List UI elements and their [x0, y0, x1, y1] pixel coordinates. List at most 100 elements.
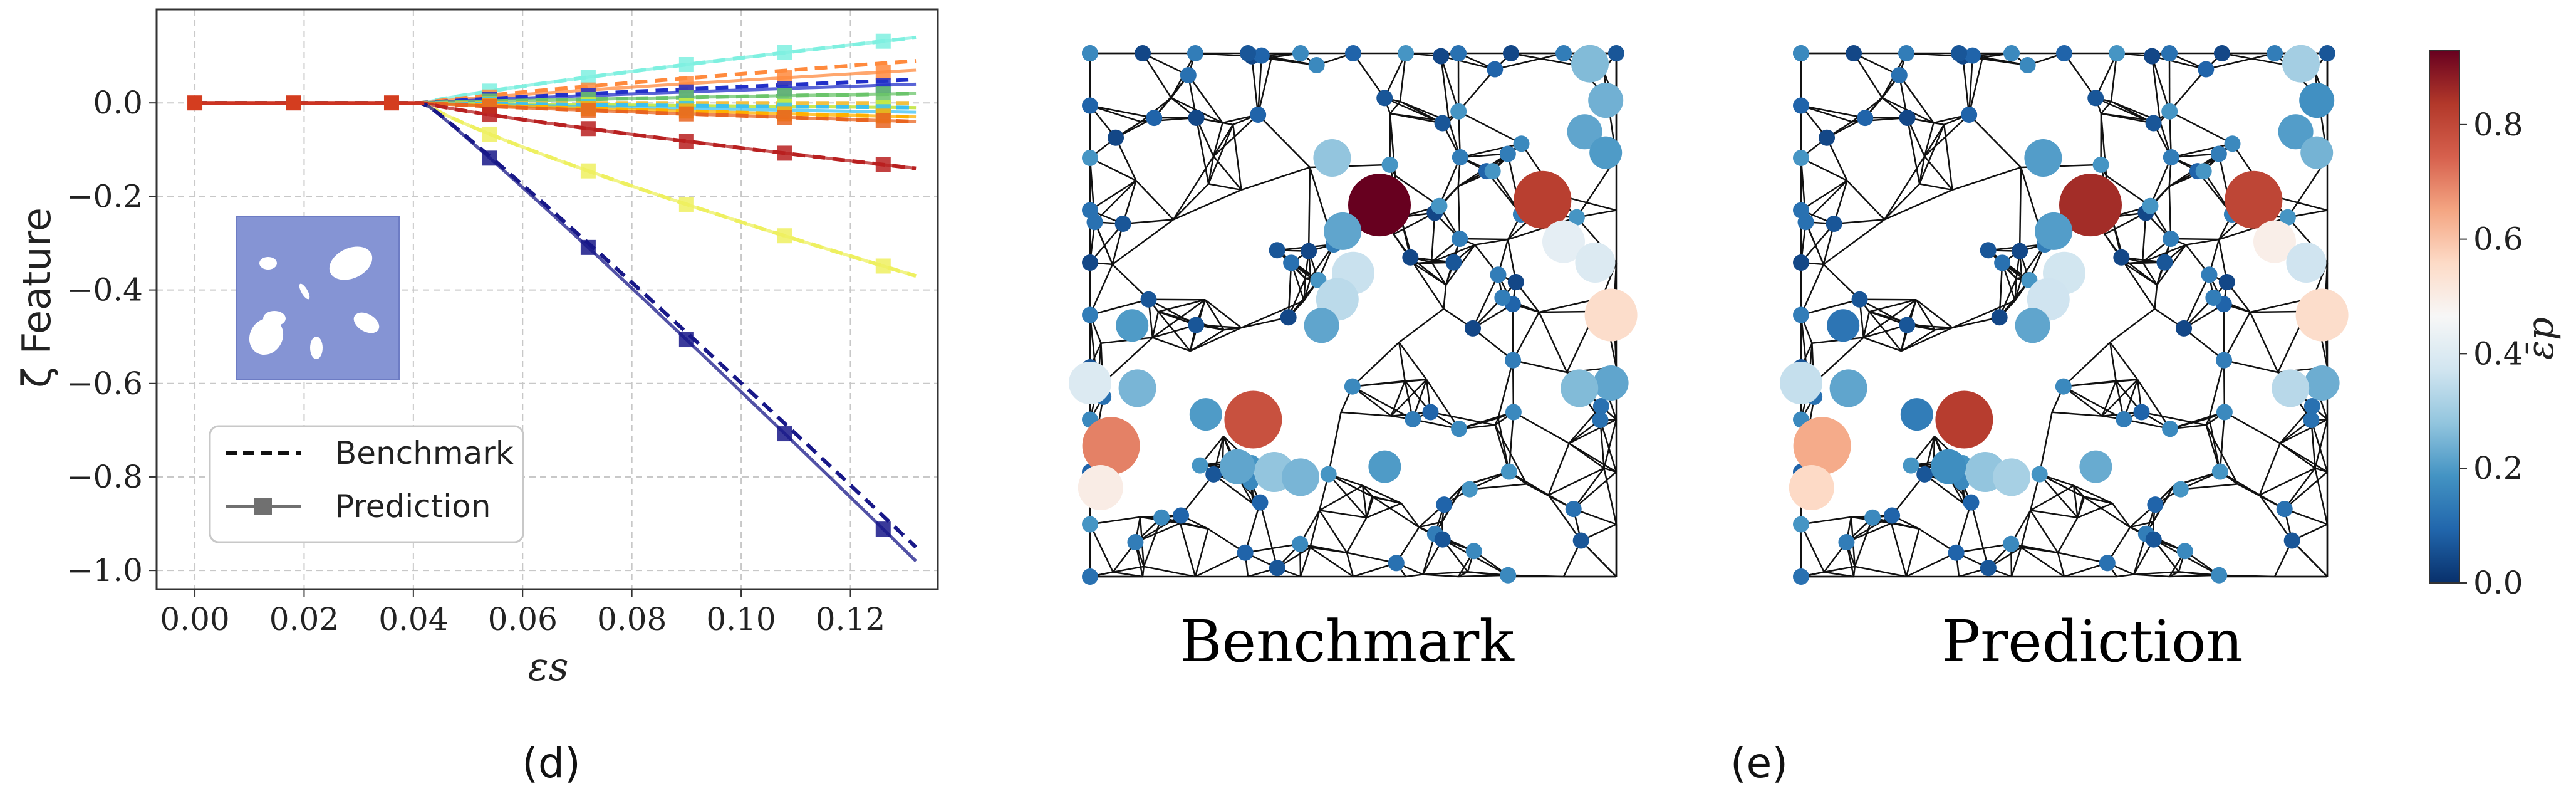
graph-node [1857, 110, 1874, 127]
graph-edge [1800, 105, 1852, 123]
graph-edge [1398, 342, 1428, 380]
graph-edge [1513, 411, 1570, 444]
graph-edge [1327, 473, 1368, 518]
y-tick-labels: 0.0 −0.2 −0.4 −0.6 −0.8 −1.0 [67, 85, 143, 589]
graph-node [2210, 145, 2227, 162]
prediction-marker [875, 113, 891, 128]
graph-node [1304, 308, 1339, 343]
graph-edge [1918, 156, 1926, 184]
graph-node [1205, 466, 1222, 483]
graph-node [2319, 45, 2335, 61]
graph-edge [1352, 385, 1413, 421]
graph-edge [1891, 522, 1919, 530]
graph-edge [2063, 53, 2097, 99]
graph-node [1507, 274, 1524, 291]
prediction-marker [875, 157, 891, 172]
graph-node [2163, 230, 2179, 247]
graph-edge [2077, 502, 2113, 518]
graph-node [1082, 97, 1098, 114]
graph-edge [2106, 175, 2151, 207]
graph-node [2282, 45, 2320, 83]
graph-node [1864, 509, 1881, 526]
graph-edge [2030, 484, 2074, 511]
graph-node [1851, 291, 1868, 308]
graph-edge [1400, 503, 1420, 528]
graph-edge [2141, 212, 2147, 263]
graph-edge [1362, 484, 1374, 498]
graph-edge [2084, 496, 2131, 528]
graph-node [1082, 516, 1098, 533]
graph-panel-benchmark [1069, 45, 1638, 585]
graph-node [1465, 543, 1482, 560]
graph-edge [2020, 547, 2065, 578]
graph-node [1500, 567, 1517, 584]
graph-edge [1475, 238, 1509, 246]
graph-edge [2057, 552, 2065, 577]
x-tick-label: 0.04 [378, 601, 448, 637]
graph-edge [1580, 540, 1617, 577]
graph-edge [1951, 483, 1965, 505]
graph-node [1146, 110, 1163, 127]
graph-node [2092, 156, 2109, 173]
graph-node [2205, 289, 2222, 306]
graph-edge [1800, 516, 1852, 525]
graph-edge [1212, 122, 1223, 157]
graph-edge [1259, 502, 1279, 568]
graph-edge [1328, 473, 1374, 498]
graph-node [1153, 509, 1170, 526]
graph-node [2304, 365, 2340, 401]
graph-edge [2249, 312, 2279, 373]
graph-node [1935, 390, 1993, 449]
graph-edge [1257, 57, 1272, 115]
graph-edge [2183, 327, 2225, 361]
graph-edge [2014, 278, 2017, 301]
graph-edge [1418, 521, 1443, 528]
graph-edge [2063, 385, 2124, 421]
graph-edge [1135, 180, 1174, 221]
graph-edge [1472, 274, 1499, 329]
graph-node [2303, 411, 2320, 428]
graph-edge [1469, 483, 1527, 490]
graph-edge [1955, 502, 1972, 553]
x-tick-label: 0.02 [269, 601, 339, 637]
graph-edge [1362, 484, 1402, 505]
graph-edge [1497, 360, 1514, 419]
graph-node [1082, 417, 1140, 475]
graph-edge [2073, 484, 2113, 505]
graph-edge [2310, 419, 2329, 473]
graph-node [2216, 404, 2233, 421]
graph-edge [1398, 342, 1406, 381]
graph-node [2276, 501, 2293, 518]
graph-node [2214, 45, 2230, 61]
graph-edge [1152, 299, 1206, 338]
graph-edge [2280, 419, 2328, 444]
graph-node [2019, 57, 2036, 74]
prediction-marker [678, 106, 694, 122]
graph-edges [1089, 52, 1618, 578]
graph-node [1592, 411, 1609, 428]
graph-edge [1935, 327, 1953, 331]
y-tick-label: −0.4 [67, 272, 143, 308]
graph-edge [1208, 183, 1242, 191]
graph-node [1572, 532, 1589, 549]
graph-edge [2101, 379, 2139, 417]
graph-edge [2258, 495, 2293, 542]
graph-node [1082, 202, 1098, 219]
graph-node [2279, 209, 2296, 226]
graph-node [1127, 534, 1144, 551]
graph-edge [1457, 186, 1461, 239]
graph-node [1513, 135, 1530, 152]
benchmark-line [195, 35, 917, 105]
graph-node [1898, 45, 1914, 61]
graph-node [2056, 45, 2072, 61]
graph-edge [1307, 167, 1311, 251]
graph-edge [2183, 274, 2210, 329]
graph-edge [2101, 112, 2154, 124]
graph-node [2079, 450, 2112, 483]
graph-node [1961, 106, 1978, 123]
graph-nodes [1780, 45, 2349, 585]
graph-edge [1924, 473, 1965, 505]
graph-edge [2237, 483, 2285, 510]
graph-edge [1884, 183, 1920, 221]
graph-edge [2314, 468, 2329, 525]
